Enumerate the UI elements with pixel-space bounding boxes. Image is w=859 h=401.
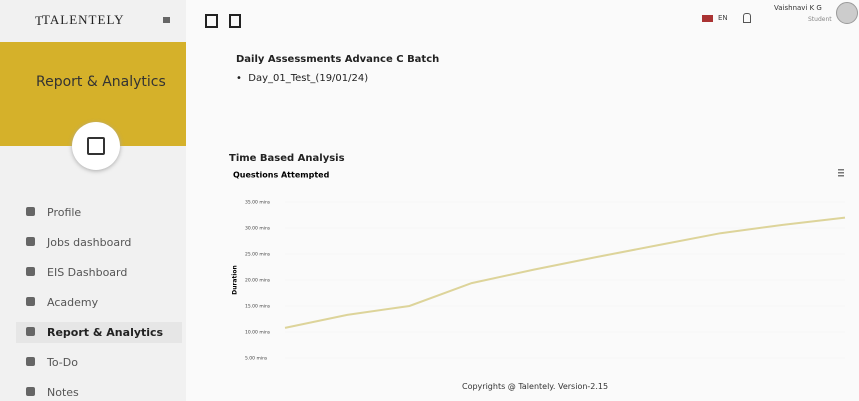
y-tick-label: 5.00 mins xyxy=(245,356,268,362)
menu-item[interactable]: EIS Dashboard xyxy=(26,266,127,279)
logo-mark: T xyxy=(35,13,43,29)
menu-icon xyxy=(26,237,35,246)
user-name[interactable]: Vaishnavi K G xyxy=(774,4,822,12)
notification-icon[interactable] xyxy=(743,13,751,23)
chart-title: Questions Attempted xyxy=(233,171,330,180)
avatar[interactable] xyxy=(836,2,858,24)
heading: Daily Assessments Advance C Batch xyxy=(236,54,439,65)
menu-item[interactable]: Profile xyxy=(26,206,81,219)
menu-item[interactable]: Academy xyxy=(26,296,98,309)
menu-item[interactable]: Notes xyxy=(26,386,79,399)
menu-label[interactable]: To-Do xyxy=(47,356,78,369)
menu-label[interactable]: Academy xyxy=(47,296,98,309)
chart: Questions Attempted Duration 5.00 mins 10… xyxy=(190,165,859,375)
menu-label[interactable]: Report & Analytics xyxy=(47,326,163,339)
section-title: Report & Analytics xyxy=(36,74,166,90)
menu-item[interactable]: To-Do xyxy=(26,356,78,369)
menu-label[interactable]: Notes xyxy=(47,386,79,399)
language[interactable]: EN xyxy=(718,14,728,22)
line-series xyxy=(285,218,845,328)
test-name[interactable]: Day_01_Test_(19/01/24) xyxy=(248,73,368,84)
page: TALENTELY T Report & Analytics Profile Jo… xyxy=(0,0,859,401)
chart-menu[interactable] xyxy=(838,169,844,177)
test-item[interactable]: • Day_01_Test_(19/01/24) xyxy=(236,73,368,84)
menu-icon xyxy=(26,387,35,396)
sidebar: TALENTELY T Report & Analytics Profile Jo… xyxy=(0,0,186,401)
section-heading: Time Based Analysis xyxy=(229,153,345,164)
y-tick-label: 30.00 mins xyxy=(245,226,271,232)
menu-toggle[interactable] xyxy=(163,17,170,23)
menu-icon xyxy=(26,267,35,276)
topbar-icon[interactable] xyxy=(229,14,241,28)
menu-item[interactable]: Jobs dashboard xyxy=(26,236,131,249)
section-icon xyxy=(72,122,120,170)
logo[interactable]: TALENTELY xyxy=(42,12,124,28)
y-tick-label: 10.00 mins xyxy=(245,330,271,336)
menu-icon xyxy=(26,357,35,366)
y-tick-label: 25.00 mins xyxy=(245,252,271,258)
y-tick-label: 35.00 mins xyxy=(245,200,271,206)
y-axis-label: Duration xyxy=(232,265,239,295)
menu-icon xyxy=(26,207,35,216)
flag xyxy=(702,15,713,22)
y-tick-label: 20.00 mins xyxy=(245,278,271,284)
menu-label[interactable]: Profile xyxy=(47,206,81,219)
user-role: Student xyxy=(808,16,832,23)
menu-label[interactable]: Jobs dashboard xyxy=(47,236,131,249)
menu-icon xyxy=(26,297,35,306)
y-tick-label: 15.00 mins xyxy=(245,304,271,310)
menu-label[interactable]: EIS Dashboard xyxy=(47,266,127,279)
topbar-icon[interactable] xyxy=(205,14,218,28)
menu-item[interactable]: Report & Analytics xyxy=(16,322,182,343)
menu-icon xyxy=(26,327,35,336)
footer: Copyrights @ Talentely. Version-2.15 xyxy=(462,382,608,391)
